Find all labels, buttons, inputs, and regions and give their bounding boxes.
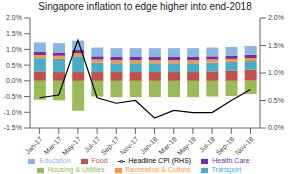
svg-text:Mar-17: Mar-17 bbox=[42, 135, 63, 156]
html-text:Education: Education bbox=[39, 157, 71, 164]
svg-text:Jan-17: Jan-17 bbox=[24, 135, 44, 155]
html-text:Transport: Transport bbox=[211, 166, 242, 173]
svg-text:0.5%: 0.5% bbox=[6, 62, 22, 69]
html-text:Recreation & Culture: Recreation & Culture bbox=[125, 166, 191, 173]
svg-text:Sep-18: Sep-18 bbox=[215, 135, 237, 157]
svg-text:2.0%: 2.0% bbox=[6, 14, 22, 21]
svg-text:Mar-18: Mar-18 bbox=[157, 135, 178, 156]
html-text:Headline CPI (RHS): Headline CPI (RHS) bbox=[128, 157, 192, 164]
svg-text:1.5%: 1.5% bbox=[268, 42, 284, 49]
svg-text:Nov-18: Nov-18 bbox=[234, 135, 255, 156]
svg-text:Jul-18: Jul-18 bbox=[197, 135, 217, 154]
svg-text:Jul-17: Jul-17 bbox=[82, 135, 102, 154]
svg-text:0.5%: 0.5% bbox=[268, 97, 284, 104]
svg-text:Jan-18: Jan-18 bbox=[139, 135, 159, 155]
svg-text:Sep-17: Sep-17 bbox=[100, 135, 122, 157]
svg-text:1.5%: 1.5% bbox=[6, 30, 22, 37]
html-text:Health Care: Health Care bbox=[212, 157, 250, 164]
svg-text:0.0%: 0.0% bbox=[6, 77, 22, 84]
svg-text:0.0%: 0.0% bbox=[268, 124, 284, 131]
svg-text:Nov-17: Nov-17 bbox=[119, 135, 140, 156]
svg-text:-0.5%: -0.5% bbox=[4, 93, 22, 100]
svg-text:1.0%: 1.0% bbox=[6, 46, 22, 53]
html-text:Housing & Utilities: Housing & Utilities bbox=[47, 166, 105, 173]
svg-text:-1.0%: -1.0% bbox=[4, 109, 22, 116]
html-text:Singapore inflation to edge hi: Singapore inflation to edge higher into … bbox=[38, 1, 252, 12]
svg-text:May-18: May-18 bbox=[176, 135, 198, 157]
html-text:Food: Food bbox=[91, 157, 108, 164]
svg-text:1.0%: 1.0% bbox=[268, 69, 284, 76]
svg-text:2.0%: 2.0% bbox=[268, 14, 284, 21]
svg-text:-1.5%: -1.5% bbox=[4, 124, 22, 131]
svg-text:May-17: May-17 bbox=[61, 135, 83, 157]
